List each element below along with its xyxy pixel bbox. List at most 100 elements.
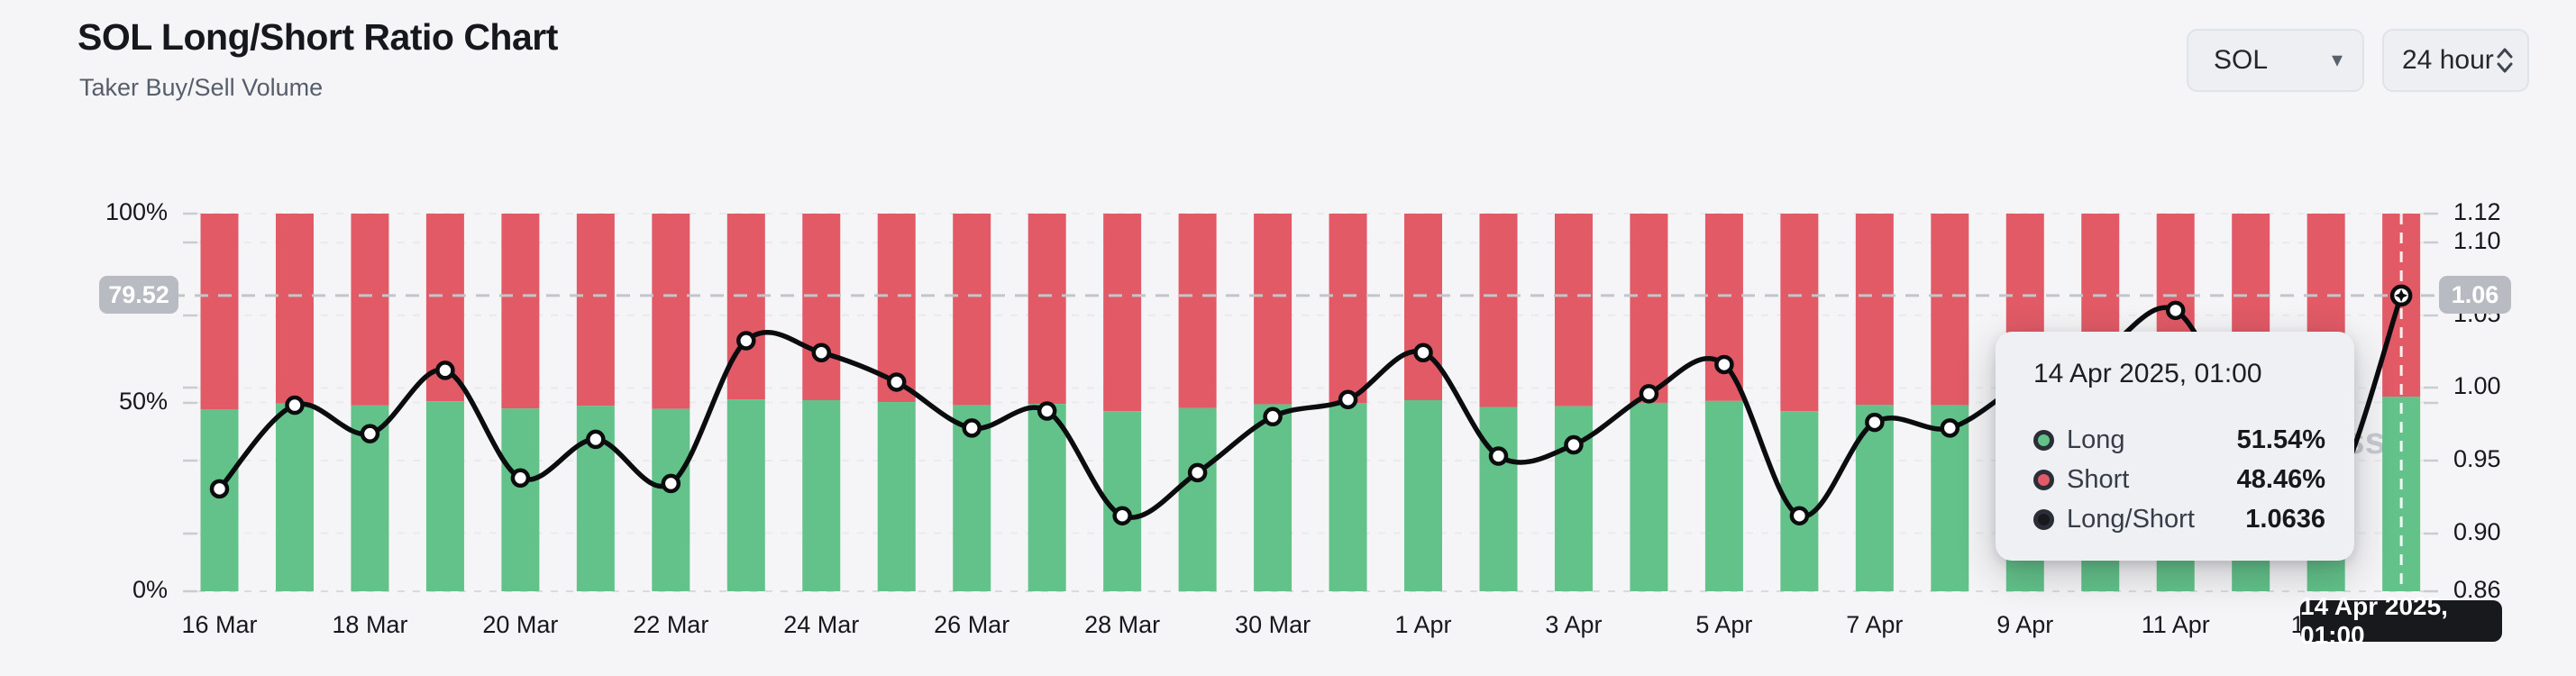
bar-short <box>1554 214 1593 407</box>
line-marker <box>435 361 455 380</box>
chevron-up-down-icon <box>2497 48 2513 73</box>
line-marker <box>1187 462 1208 483</box>
bar-short <box>275 214 314 404</box>
bar-long <box>1028 404 1066 591</box>
line-marker <box>1112 506 1132 525</box>
right-axis-label: 0.95 <box>2453 444 2501 472</box>
line-marker <box>1338 389 1358 410</box>
line-marker <box>209 479 230 499</box>
right-axis-label: 1.12 <box>2453 198 2501 225</box>
line-marker <box>1263 407 1283 427</box>
line-marker <box>1940 418 1960 438</box>
x-axis-label: 11 Apr <box>2141 611 2210 638</box>
tooltip-row-label: Long <box>2067 425 2125 454</box>
bar-short <box>1780 214 1819 412</box>
right-axis-label: 0.90 <box>2453 517 2501 545</box>
x-axis-label: 5 Apr <box>1695 611 1753 638</box>
tooltip-row-value: 51.54% <box>2236 425 2325 454</box>
x-axis-label: 3 Apr <box>1545 611 1603 638</box>
bar-short <box>652 214 690 409</box>
right-axis-value-badge: 1.06 <box>2439 276 2511 314</box>
page-title: SOL Long/Short Ratio Chart <box>78 16 558 58</box>
x-axis-label: 26 Mar <box>934 611 1010 638</box>
x-axis-label: 20 Mar <box>482 611 559 638</box>
tooltip-row-value: 48.46% <box>2236 464 2325 494</box>
right-axis-label: 0.86 <box>2453 576 2501 603</box>
bar-short <box>1103 214 1142 412</box>
page-subtitle: Taker Buy/Sell Volume <box>79 74 324 101</box>
line-marker <box>962 418 982 438</box>
left-axis-label: 50% <box>118 387 168 415</box>
bar-long <box>877 402 916 591</box>
bar-long <box>1254 404 1293 591</box>
line-marker <box>1789 506 1810 525</box>
line-marker <box>586 429 606 450</box>
tooltip-row-value: 1.0636 <box>2245 504 2325 534</box>
interval-select[interactable]: 24 hour <box>2382 29 2529 92</box>
line-marker <box>886 372 907 392</box>
bar-short <box>1329 214 1367 404</box>
line-marker <box>1413 343 1433 362</box>
line-marker <box>1639 384 1659 404</box>
bar-long <box>275 403 314 591</box>
bar-long <box>1554 406 1593 591</box>
bar-short <box>501 214 540 409</box>
tooltip-row-label: Long/Short <box>2067 504 2195 534</box>
line-marker <box>2165 300 2186 321</box>
tooltip-row-short: Short 48.46% <box>2033 460 2336 499</box>
left-axis-label: 0% <box>132 576 168 603</box>
bar-long <box>1404 399 1443 591</box>
bar-long <box>726 399 765 591</box>
bar-long <box>802 399 841 591</box>
short-series-dot <box>2033 469 2054 490</box>
ratio-series-dot <box>2033 508 2054 530</box>
bar-long <box>200 409 239 591</box>
right-axis-label: 1.00 <box>2453 372 2501 400</box>
bar-long <box>501 408 540 591</box>
bar-short <box>877 214 916 403</box>
bar-short <box>351 214 389 406</box>
line-marker <box>1865 412 1885 433</box>
line-marker <box>1564 434 1584 455</box>
right-axis-label: 1.10 <box>2453 227 2501 255</box>
bar-long <box>1704 400 1743 591</box>
line-marker <box>661 473 681 494</box>
bar-long <box>1178 407 1217 591</box>
interval-select-value: 24 hour <box>2402 45 2494 75</box>
bar-short <box>726 214 765 400</box>
bar-short <box>1028 214 1066 405</box>
crosshair-date-badge: 14 Apr 2025, 01:00 <box>2300 592 2502 649</box>
tooltip: 14 Apr 2025, 01:00 Long 51.54% Short 48.… <box>1996 332 2354 561</box>
bar-long <box>425 401 464 591</box>
chevron-down-icon: ▾ <box>2331 48 2343 72</box>
x-axis-label: 1 Apr <box>1394 611 1452 638</box>
bar-long <box>1630 402 1668 591</box>
symbol-select[interactable]: SOL ▾ <box>2187 29 2364 92</box>
bar-short <box>953 214 991 406</box>
line-marker <box>1488 446 1509 466</box>
line-marker <box>285 395 305 416</box>
tooltip-row-long: Long 51.54% <box>2033 420 2336 460</box>
x-axis-label: 30 Mar <box>1235 611 1311 638</box>
bar-short <box>802 214 841 400</box>
bar-short <box>1404 214 1443 400</box>
x-axis-label: 7 Apr <box>1846 611 1904 638</box>
x-axis-label: 16 Mar <box>181 611 258 638</box>
bar-short <box>576 214 615 407</box>
line-marker <box>1037 401 1057 421</box>
symbol-select-value: SOL <box>2214 45 2269 75</box>
line-marker <box>811 343 832 362</box>
line-marker <box>360 424 380 443</box>
bar-long <box>1479 407 1518 591</box>
bar-long <box>652 408 690 591</box>
line-marker <box>1714 354 1734 375</box>
tooltip-row-ratio: Long/Short 1.0636 <box>2033 499 2336 539</box>
x-axis-label: 9 Apr <box>1996 611 2054 638</box>
x-axis-label: 28 Mar <box>1084 611 1161 638</box>
line-marker <box>510 468 531 489</box>
line-marker <box>736 331 756 351</box>
bar-long <box>1103 411 1142 591</box>
tooltip-title: 14 Apr 2025, 01:00 <box>2033 359 2262 388</box>
left-axis-value-badge: 79.52 <box>99 276 178 314</box>
